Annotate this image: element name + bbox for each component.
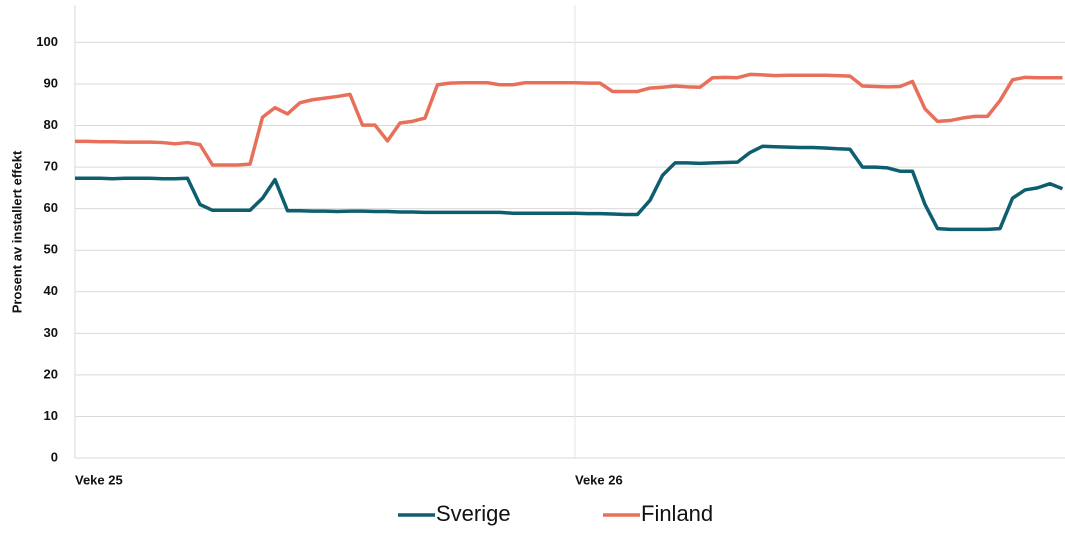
y-tick-label: 10	[44, 408, 58, 423]
y-tick-label: 30	[44, 325, 58, 340]
series-line	[75, 72, 1063, 167]
y-tick-label: 60	[44, 200, 58, 215]
legend-label: Finland	[641, 501, 713, 526]
x-tick-label: Veke 26	[575, 472, 623, 487]
y-tick-label: 90	[44, 75, 58, 90]
y-tick-label: 100	[36, 34, 58, 49]
y-tick-label: 70	[44, 159, 58, 174]
y-axis-label: Prosent av installert effekt	[9, 150, 24, 313]
y-tick-label: 20	[44, 366, 58, 381]
y-tick-label: 40	[44, 283, 58, 298]
y-tick-label: 0	[51, 449, 58, 464]
y-tick-label: 50	[44, 242, 58, 257]
x-tick-label: Veke 25	[75, 472, 123, 487]
legend-label: Sverige	[436, 501, 511, 526]
y-tick-label: 80	[44, 117, 58, 132]
series-line	[75, 144, 1064, 232]
